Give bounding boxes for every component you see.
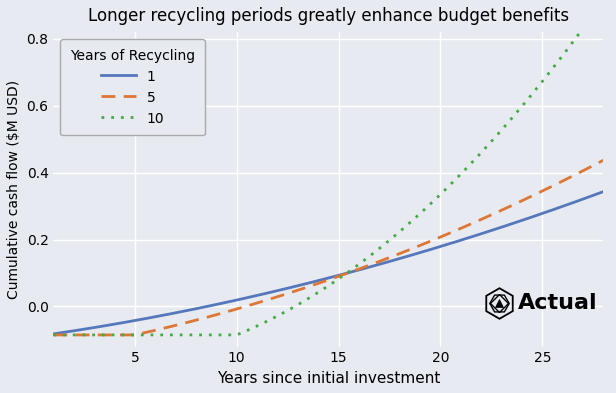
1	[428, 247, 435, 252]
10	[428, 201, 435, 206]
1	[488, 228, 496, 233]
1	[50, 332, 57, 336]
10	[272, 314, 280, 319]
Line: 1: 1	[54, 192, 604, 334]
Title: Longer recycling periods greatly enhance budget benefits: Longer recycling periods greatly enhance…	[88, 7, 569, 25]
5	[479, 217, 486, 221]
Line: 5: 5	[54, 160, 604, 335]
10	[479, 149, 486, 154]
1	[292, 284, 299, 288]
Y-axis label: Cumulative cash flow ($M USD): Cumulative cash flow ($M USD)	[7, 80, 21, 299]
10	[292, 304, 299, 309]
1	[479, 231, 486, 236]
Legend: 1, 5, 10: 1, 5, 10	[60, 39, 205, 135]
5	[428, 239, 435, 243]
5	[292, 288, 299, 293]
Line: 10: 10	[54, 0, 604, 335]
10	[106, 332, 113, 337]
5	[106, 332, 113, 337]
10	[600, 0, 607, 2]
5	[488, 212, 496, 217]
1	[272, 289, 280, 294]
1	[600, 189, 607, 194]
10	[488, 138, 496, 143]
Text: Actual: Actual	[518, 293, 598, 312]
1	[106, 323, 113, 327]
5	[600, 158, 607, 163]
5	[272, 295, 280, 299]
5	[50, 332, 57, 337]
10	[50, 332, 57, 337]
X-axis label: Years since initial investment: Years since initial investment	[217, 371, 440, 386]
